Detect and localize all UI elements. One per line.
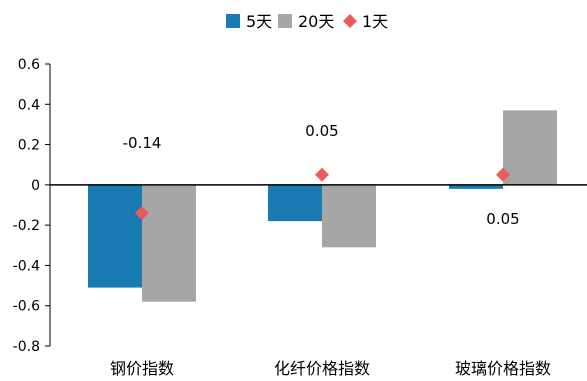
marker-1天-玻璃价格指数	[496, 167, 510, 182]
data-label-玻璃价格指数: 0.05	[486, 210, 519, 228]
data-labels: -0.14 0.05 0.05	[123, 122, 520, 228]
bars-layer	[88, 110, 557, 302]
bar-20天-玻璃价格指数	[503, 110, 557, 185]
x-axis-labels: 钢价指数 化纤价格指数 玻璃价格指数	[110, 359, 551, 378]
legend-swatch-5天	[226, 14, 240, 28]
y-tick-label: -0.2	[13, 218, 40, 234]
y-tick-label: -0.6	[13, 299, 40, 315]
bar-20天-化纤价格指数	[322, 184, 376, 248]
legend-swatch-1天	[343, 14, 357, 28]
data-label-化纤价格指数: 0.05	[305, 122, 338, 140]
legend: 5天 20天 1天	[226, 12, 388, 31]
y-tick-label: 0	[31, 178, 40, 194]
bar-5天-化纤价格指数	[268, 184, 322, 222]
y-tick-label: 0.4	[18, 97, 40, 113]
x-category-label: 玻璃价格指数	[455, 359, 551, 378]
marker-1天-钢价指数	[135, 206, 149, 221]
y-tick-label: -0.8	[13, 339, 40, 355]
y-tick-label: 0.2	[18, 138, 40, 154]
bar-5天-玻璃价格指数	[449, 184, 503, 189]
data-label-钢价指数: -0.14	[123, 134, 162, 152]
y-axis: 0.6 0.4 0.2 0 -0.2 -0.4 -0.6 -0.8	[13, 57, 51, 355]
y-tick-label: 0.6	[18, 57, 40, 73]
x-category-label: 钢价指数	[110, 359, 174, 378]
x-category-label: 化纤价格指数	[274, 359, 370, 378]
bar-5天-钢价指数	[88, 184, 142, 288]
legend-swatch-20天	[278, 14, 292, 28]
legend-label: 5天	[246, 12, 272, 31]
markers-layer	[135, 167, 510, 221]
y-tick-label: -0.4	[13, 258, 40, 274]
bar-20天-钢价指数	[142, 184, 196, 302]
legend-label: 20天	[298, 12, 334, 31]
marker-1天-化纤价格指数	[315, 167, 329, 182]
legend-label: 1天	[362, 12, 388, 31]
